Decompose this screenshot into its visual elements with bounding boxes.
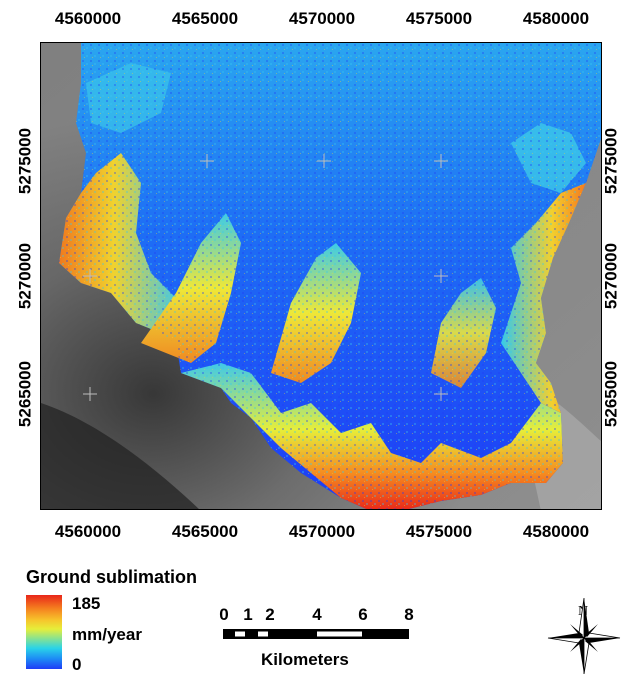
x-tick-bottom-5: 4580000 — [522, 522, 590, 541]
x-tick-bottom-4: 4575000 — [405, 522, 473, 541]
x-tick-bottom-3: 4570000 — [288, 522, 356, 541]
map-frame[interactable] — [40, 42, 602, 510]
x-tick-top-1: 4560000 — [54, 9, 122, 28]
x-tick-top-4: 4575000 — [405, 9, 473, 28]
x-tick-bottom-2: 4565000 — [171, 522, 239, 541]
y-tick-right-3: 5265000 — [601, 360, 621, 428]
compass-rose-icon — [547, 597, 621, 674]
scale-units-label: Kilometers — [261, 650, 349, 669]
x-tick-top-3: 4570000 — [288, 9, 356, 28]
scale-bar: 0 1 2 4 6 8 — [219, 605, 414, 647]
x-tick-top-2: 4565000 — [171, 9, 239, 28]
hillshade-dark-valley — [41, 403, 199, 509]
x-tick-bottom-1: 4560000 — [54, 522, 122, 541]
scale-tick-1: 1 — [243, 605, 253, 624]
legend-unit-label: mm/year — [72, 625, 142, 644]
legend-color-ramp — [26, 595, 62, 669]
scale-bar-graphic — [223, 629, 409, 639]
scale-tick-6: 6 — [358, 605, 368, 624]
scale-tick-8: 8 — [404, 605, 414, 624]
y-tick-right-1: 5275000 — [601, 127, 621, 195]
legend-title: Ground sublimation — [26, 567, 197, 587]
y-tick-left-2: 5270000 — [15, 242, 35, 310]
x-tick-top-5: 4580000 — [522, 9, 590, 28]
legend-max-label: 185 — [72, 594, 101, 613]
y-tick-left-3: 5265000 — [15, 360, 35, 428]
legend-min-label: 0 — [72, 655, 82, 674]
graticule — [83, 154, 448, 401]
scale-tick-0: 0 — [219, 605, 229, 624]
y-tick-right-2: 5270000 — [601, 242, 621, 310]
scale-tick-2: 2 — [265, 605, 275, 624]
y-tick-left-1: 5275000 — [15, 127, 35, 195]
raster-texture — [59, 43, 601, 509]
map-canvas — [41, 43, 601, 509]
scale-tick-4: 4 — [312, 605, 322, 624]
